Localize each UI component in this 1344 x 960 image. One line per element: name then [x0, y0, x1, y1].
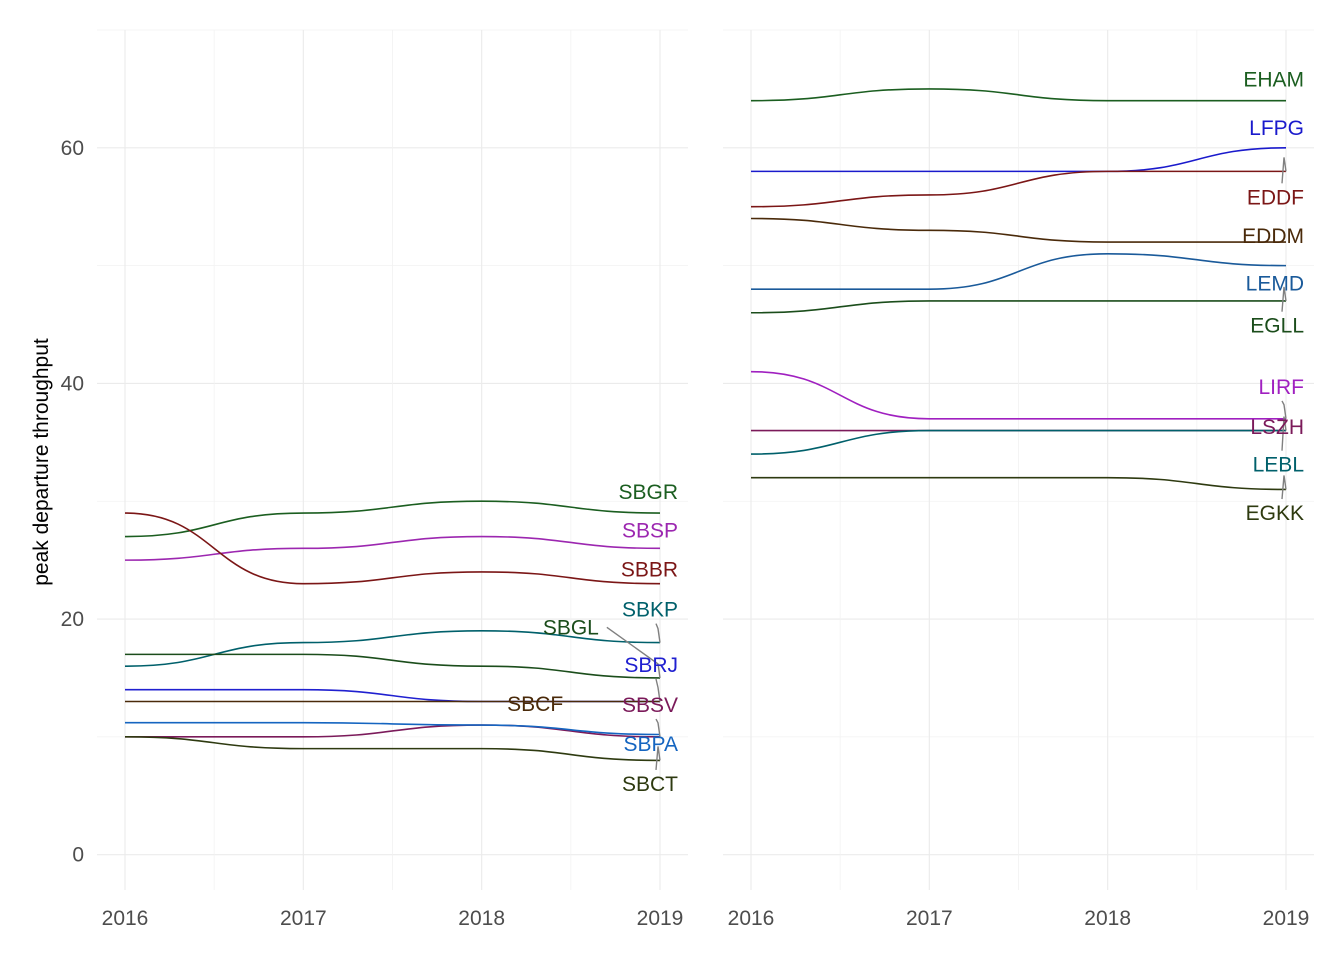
x-tick-label: 2016 — [102, 907, 149, 930]
series-line-eham — [750, 88, 1286, 102]
series-line-sbgl — [124, 653, 661, 679]
label-leader-lebl — [1281, 416, 1287, 451]
series-line-lirf — [750, 370, 1286, 420]
x-tick-label: 2017 — [280, 907, 327, 930]
label-leader-egll — [1281, 286, 1287, 312]
x-tick-label: 2018 — [458, 907, 505, 930]
series-line-egll — [750, 300, 1286, 314]
x-tick-label: 2016 — [728, 907, 775, 930]
series-label-sbkp: SBKP — [622, 599, 678, 622]
series-line-eddm — [750, 217, 1286, 243]
series-label-lemd: LEMD — [1246, 272, 1304, 295]
series-line-sbsv — [125, 724, 661, 738]
label-leader-sbsv — [655, 718, 661, 737]
series-label-egll: EGLL — [1250, 315, 1304, 338]
y-tick-label: 0 — [72, 844, 84, 867]
series-lines-layer — [124, 88, 1287, 762]
x-tick-label: 2019 — [1263, 907, 1310, 930]
series-label-eddf: EDDF — [1247, 186, 1304, 209]
series-label-sbct: SBCT — [622, 773, 678, 796]
label-leader-egkk — [1281, 475, 1287, 500]
series-label-eddm: EDDM — [1242, 225, 1304, 248]
label-leader-lines — [606, 157, 1287, 771]
series-line-sbbr — [124, 512, 661, 585]
series-label-egkk: EGKK — [1246, 502, 1304, 525]
series-label-sbgl: SBGL — [543, 616, 599, 639]
series-label-lszh: LSZH — [1250, 416, 1304, 439]
series-line-lfpg — [751, 147, 1287, 173]
label-leader-sbrj — [655, 678, 661, 702]
series-line-sbsp — [124, 535, 661, 561]
series-labels-layer: SBGR SBSP SBBR SBKP SBGL SBRJ SBCF SBSV SBPA SBCT… — [507, 68, 1304, 795]
series-line-sbct — [124, 736, 661, 762]
series-label-sbsv: SBSV — [622, 694, 678, 717]
series-label-eham: EHAM — [1243, 68, 1304, 91]
series-line-lemd — [750, 253, 1287, 290]
series-label-sbrj: SBRJ — [624, 654, 678, 677]
label-leader-sbgl — [606, 626, 661, 679]
series-label-lirf: LIRF — [1258, 376, 1304, 399]
series-label-sbpa: SBPA — [624, 733, 678, 756]
y-tick-label: 40 — [61, 372, 84, 395]
series-label-sbsp: SBSP — [622, 520, 678, 543]
label-leader-sbkp — [655, 623, 661, 643]
label-leader-lirf — [1281, 400, 1287, 419]
series-label-lebl: LEBL — [1253, 454, 1304, 477]
series-label-sbgr: SBGR — [618, 481, 678, 504]
x-tick-label: 2018 — [1084, 907, 1131, 930]
series-line-egkk — [751, 476, 1287, 491]
series-label-sbbr: SBBR — [621, 559, 678, 582]
axis-labels-layer: 0 20 40 60 2016 2017 2018 2019 2016 2017 2018 2019 — [61, 137, 1310, 930]
x-tick-label: 2017 — [906, 907, 953, 930]
series-line-sbpa — [125, 721, 661, 736]
x-tick-label: 2019 — [637, 907, 684, 930]
series-label-lfpg: LFPG — [1249, 117, 1304, 140]
series-line-eddf — [750, 170, 1286, 208]
series-line-sbgr — [124, 500, 661, 538]
y-tick-label: 20 — [61, 608, 84, 631]
series-line-lebl — [750, 429, 1286, 455]
y-tick-label: 60 — [61, 137, 84, 160]
series-label-sbcf: SBCF — [507, 693, 563, 716]
y-axis-title: peak departure throughput — [30, 338, 53, 586]
label-leader-eddf — [1281, 157, 1287, 184]
label-leader-sbct — [655, 746, 661, 771]
grid-layer — [97, 29, 1314, 890]
